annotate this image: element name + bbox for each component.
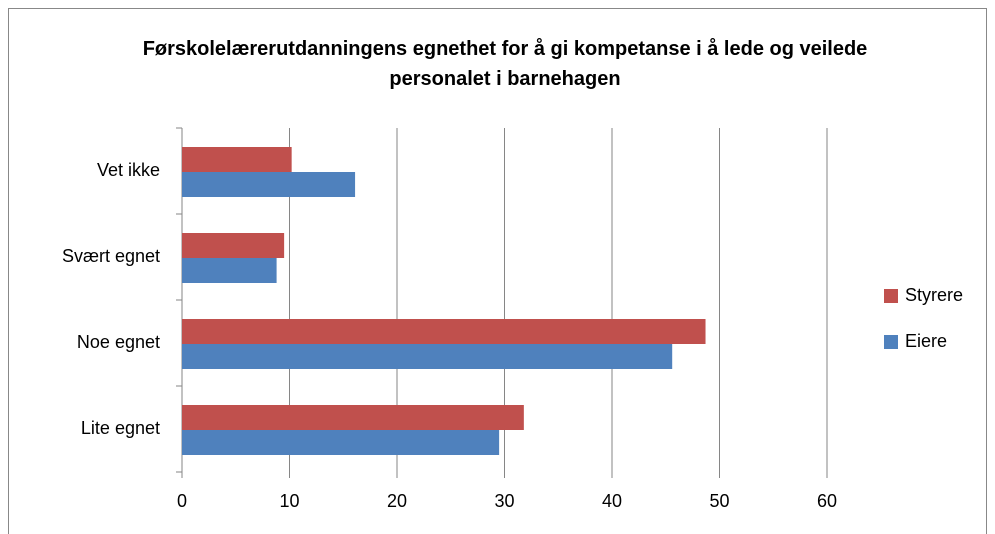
y-tick-label: Vet ikke	[97, 160, 160, 180]
bar	[182, 430, 500, 455]
bar	[182, 319, 706, 344]
y-tick-label: Noe egnet	[77, 332, 160, 352]
legend-swatch	[884, 335, 898, 349]
chart-title: Førskolelærerutdanningens egnethet for å…	[142, 38, 868, 90]
legend-label: Eiere	[905, 331, 947, 351]
bar	[182, 172, 356, 197]
bar	[182, 344, 673, 369]
x-tick-label: 10	[279, 491, 299, 511]
legend-swatch	[884, 289, 898, 303]
legend-label: Styrere	[905, 285, 963, 305]
bar	[182, 405, 524, 430]
x-tick-label: 0	[177, 491, 187, 511]
bar	[182, 258, 277, 283]
y-tick-label: Lite egnet	[81, 418, 160, 438]
x-tick-label: 30	[494, 491, 514, 511]
bar	[182, 147, 292, 172]
x-tick-label: 50	[709, 491, 729, 511]
bar	[182, 233, 285, 258]
y-tick-label: Svært egnet	[62, 246, 160, 266]
x-tick-label: 40	[602, 491, 622, 511]
x-tick-label: 60	[817, 491, 837, 511]
x-tick-label: 20	[387, 491, 407, 511]
